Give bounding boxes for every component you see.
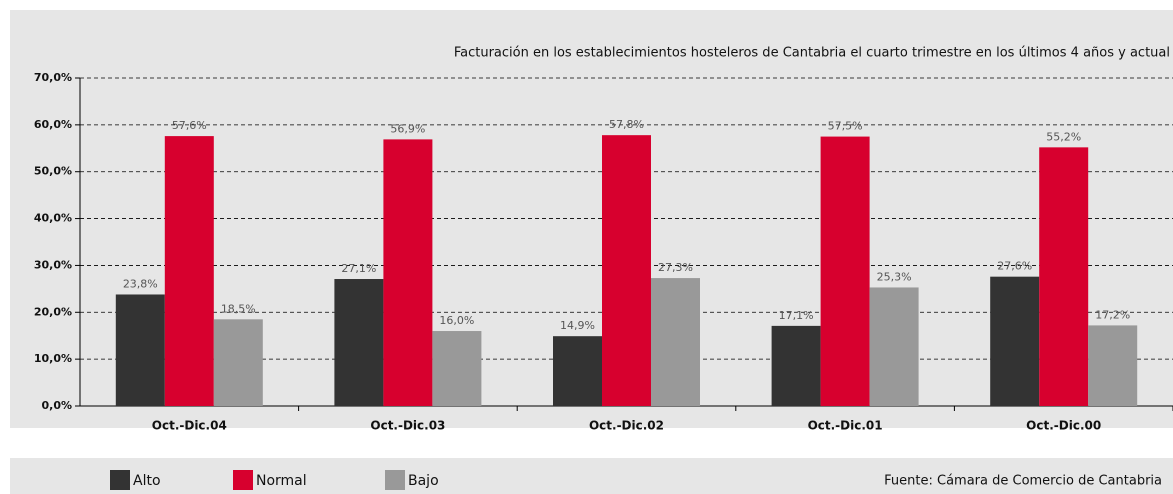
value-label: 56,9% [390,122,425,135]
bar [1039,147,1089,406]
bar [553,336,602,406]
value-label: 23,8% [123,277,158,290]
value-label: 17,1% [779,309,814,322]
bar [1088,325,1138,406]
source: Fuente: Cámara de Comercio de Cantabria [884,474,1162,489]
bar [869,287,919,406]
legend-swatch [233,470,253,490]
value-label: 18,5% [221,302,256,315]
y-tick-label: 70,0% [34,71,72,84]
legend-label: Alto [133,473,161,489]
value-label: 55,2% [1046,130,1081,143]
bar [115,294,165,406]
bar [602,135,651,406]
bar [651,278,700,406]
value-label: 14,9% [560,319,595,332]
bar [213,319,263,406]
chart-title: Facturación en los establecimientos host… [454,46,1170,61]
x-tick-label: Oct.-Dic.00 [1026,419,1101,433]
value-label: 27,3% [658,261,693,274]
value-label: 25,3% [877,270,912,283]
value-label: 27,6% [997,260,1032,273]
bar [820,136,870,407]
y-tick-label: 30,0% [34,258,72,271]
bar [990,276,1040,406]
x-tick-label: Oct.-Dic.01 [808,419,883,433]
x-tick-label: Oct.-Dic.04 [152,419,227,433]
legend-panel [10,458,1173,494]
legend-swatch [110,470,130,490]
y-tick-label: 50,0% [34,165,72,178]
value-label: 27,1% [341,262,376,275]
bar [383,139,433,406]
bar [432,331,482,406]
y-tick-label: 60,0% [34,118,72,131]
y-tick-label: 10,0% [34,352,72,365]
legend-swatch [385,470,405,490]
value-label: 16,0% [439,314,474,327]
y-tick-label: 40,0% [34,212,72,225]
x-tick-label: Oct.-Dic.02 [589,419,664,433]
value-label: 57,5% [828,120,863,133]
value-label: 17,2% [1095,308,1130,321]
y-tick-label: 20,0% [34,305,72,318]
y-tick-label: 0,0% [41,399,72,412]
bar [164,136,214,407]
bar [334,279,384,406]
legend-label: Bajo [408,473,439,489]
bar [771,325,821,406]
x-tick-label: Oct.-Dic.03 [370,419,445,433]
value-label: 57,8% [609,118,644,131]
value-label: 57,6% [172,119,207,132]
legend-label: Normal [256,473,307,489]
